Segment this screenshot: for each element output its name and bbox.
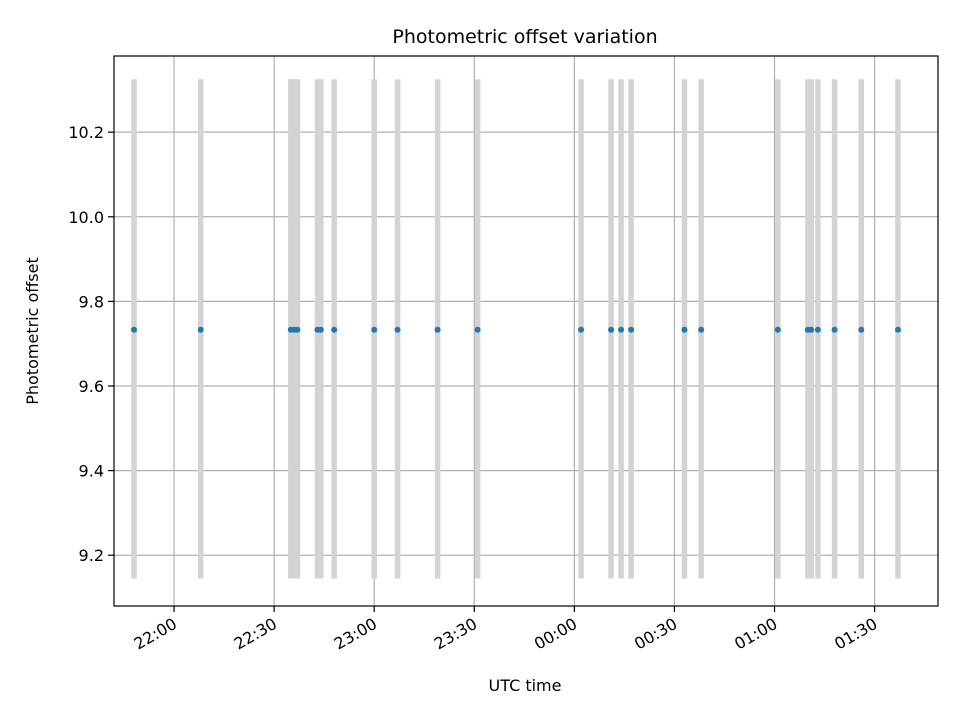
y-tick-label: 10.2: [68, 123, 104, 142]
data-point: [578, 326, 585, 333]
data-point: [894, 326, 901, 333]
data-point: [434, 326, 441, 333]
data-point: [131, 326, 138, 333]
data-point: [608, 326, 615, 333]
y-tick-label: 9.4: [79, 462, 104, 481]
data-point: [474, 326, 481, 333]
data-point: [628, 326, 635, 333]
y-tick-label: 9.2: [79, 546, 104, 565]
data-point: [698, 326, 705, 333]
data-point: [197, 326, 204, 333]
data-point: [774, 326, 781, 333]
data-point: [618, 326, 625, 333]
y-tick-label: 10.0: [68, 208, 104, 227]
data-point: [858, 326, 865, 333]
data-point: [294, 326, 301, 333]
data-point: [317, 326, 324, 333]
chart-title: Photometric offset variation: [392, 26, 657, 48]
data-point: [814, 326, 821, 333]
data-point: [681, 326, 688, 333]
data-point: [808, 326, 815, 333]
data-points: [131, 326, 901, 333]
data-point: [394, 326, 401, 333]
y-tick-label: 9.8: [79, 292, 104, 311]
y-axis-title: Photometric offset: [23, 257, 42, 405]
y-axis-ticks: 9.2 9.4 9.6 9.8 10.0 10.2: [68, 123, 114, 565]
x-axis-title: UTC time: [489, 676, 562, 695]
plot-frame: [113, 55, 939, 607]
y-tick-label: 9.6: [79, 377, 104, 396]
data-point: [371, 326, 378, 333]
data-point: [331, 326, 338, 333]
data-point: [831, 326, 838, 333]
